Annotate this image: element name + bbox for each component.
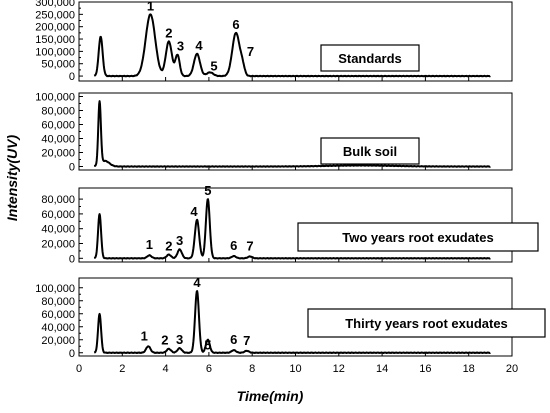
- y-tick-label: 20,000: [41, 148, 75, 160]
- panel-title-box: [320, 44, 420, 72]
- y-tick-label: 100,000: [35, 283, 75, 295]
- panel-title-box: [307, 308, 546, 338]
- y-tick-label: 100,000: [35, 46, 75, 58]
- x-tick-label: 10: [289, 363, 301, 375]
- peak-label-6: 6: [232, 17, 239, 32]
- y-tick-label: 150,000: [35, 34, 75, 46]
- peak-label-4: 4: [195, 38, 203, 53]
- x-axis: 0 2 4 6 8 10 12 14 16 18 20: [76, 363, 518, 375]
- y-tick-label: 0: [69, 162, 75, 174]
- y-tick-label: 20,000: [41, 239, 75, 251]
- x-tick-label: 6: [206, 363, 212, 375]
- y-tick-label: 300,000: [35, 0, 75, 9]
- peak-label-5: 5: [204, 338, 211, 353]
- panel-title: Two years root exudates: [342, 230, 493, 245]
- x-tick-label: 2: [119, 363, 125, 375]
- y-tick-label: 0: [69, 253, 75, 265]
- peak-label-1: 1: [146, 237, 153, 252]
- x-tick-label: 20: [506, 363, 518, 375]
- y-tick-label: 0: [69, 71, 75, 83]
- y-tick-label: 40,000: [41, 134, 75, 146]
- peak-label-5: 5: [210, 59, 217, 74]
- peak-label-7: 7: [247, 44, 254, 59]
- chromatogram-trace: [93, 13, 491, 78]
- peak-label-3: 3: [176, 233, 183, 248]
- y-tick-label: 250,000: [35, 9, 75, 21]
- panel-2: 0 20,000 40,000 60,000 80,000 100,000 Bulk soi…: [35, 92, 513, 174]
- peak-label-2: 2: [161, 333, 168, 348]
- chromatogram-trace: [93, 290, 491, 355]
- y-tick-label: 20,000: [41, 335, 75, 347]
- y-tick-label: 80,000: [41, 106, 75, 118]
- peak-label-7: 7: [243, 333, 250, 348]
- x-tick-label: 12: [333, 363, 345, 375]
- chromatogram-trace: [93, 100, 491, 168]
- panel-title-box: [297, 222, 539, 252]
- panel-title: Bulk soil: [343, 144, 397, 159]
- y-tick-label: 80,000: [41, 296, 75, 308]
- peak-label-3: 3: [177, 39, 184, 54]
- y-tick-label: 60,000: [41, 209, 75, 221]
- x-tick-label: 4: [163, 363, 169, 375]
- panel-title: Thirty years root exudates: [345, 316, 508, 331]
- x-tick-label: 0: [76, 363, 82, 375]
- y-tick-label: 200,000: [35, 22, 75, 34]
- y-tick-label: 100,000: [35, 92, 75, 104]
- x-axis-label: Time(min): [237, 388, 304, 404]
- x-tick-label: 8: [249, 363, 255, 375]
- peak-label-1: 1: [141, 328, 148, 343]
- y-tick-label: 60,000: [41, 120, 75, 132]
- panel-title-box: [320, 137, 420, 165]
- peak-label-3: 3: [176, 332, 183, 347]
- peak-label-7: 7: [246, 238, 253, 253]
- peak-label-2: 2: [165, 25, 172, 40]
- y-tick-label: 0: [69, 348, 75, 360]
- y-tick-label: 50,000: [41, 59, 75, 71]
- panel-1: 050,000100,000150,000200,000250,000300,0…: [35, 0, 513, 83]
- peak-label-4: 4: [193, 275, 201, 290]
- peak-label-1: 1: [147, 0, 154, 13]
- y-tick-label: 80,000: [41, 194, 75, 206]
- y-tick-label: 40,000: [41, 224, 75, 236]
- panel-title: Standards: [338, 51, 402, 66]
- peak-label-6: 6: [230, 238, 237, 253]
- peak-label-6: 6: [230, 332, 237, 347]
- y-tick-label: 60,000: [41, 309, 75, 321]
- x-tick-label: 14: [376, 363, 388, 375]
- panel-frame: [78, 1, 513, 82]
- peak-label-4: 4: [190, 204, 198, 219]
- peak-label-2: 2: [165, 238, 172, 253]
- x-tick-label: 18: [463, 363, 475, 375]
- panel-frame: [78, 92, 513, 171]
- panel-3: 0 20,000 40,000 60,000 80,000 1 2 345 6 7 Two year…: [41, 183, 539, 265]
- y-axis-label: Intensity(UV): [4, 134, 20, 221]
- peak-label-5: 5: [204, 183, 211, 198]
- y-tick-label: 40,000: [41, 322, 75, 334]
- chromatogram-trace: [93, 198, 491, 260]
- x-tick-label: 16: [419, 363, 431, 375]
